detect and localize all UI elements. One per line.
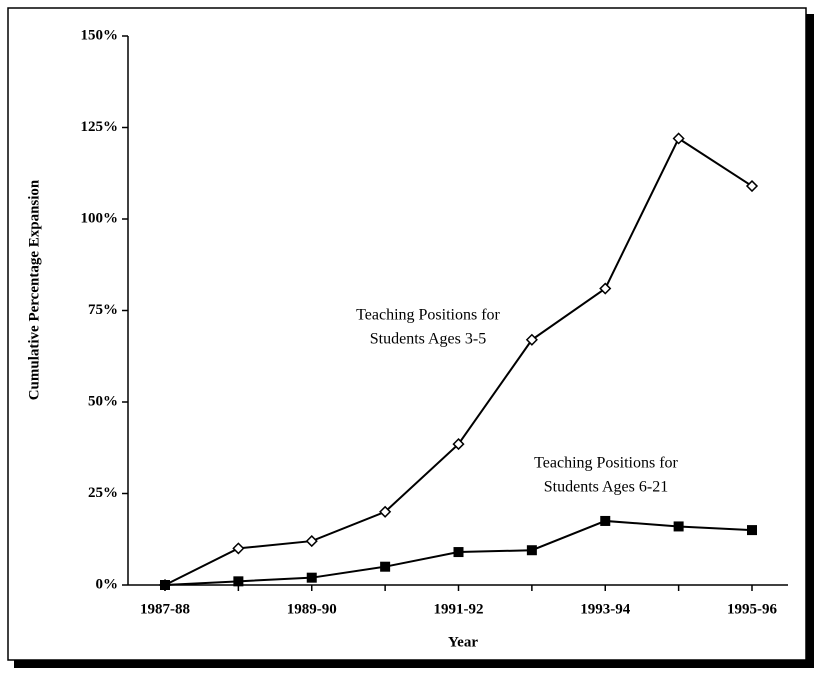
- marker: [673, 521, 684, 532]
- x-tick-label: 1991-92: [434, 601, 484, 617]
- marker: [599, 282, 612, 295]
- y-tick-label: 100%: [81, 210, 119, 226]
- y-tick-label: 0%: [96, 576, 119, 592]
- marker: [452, 438, 465, 451]
- y-tick-label: 150%: [81, 27, 119, 43]
- series-annotation: Teaching Positions for: [534, 455, 678, 472]
- marker: [380, 561, 391, 572]
- x-tick-label: 1993-94: [580, 601, 630, 617]
- x-tick-label: 1995-96: [727, 601, 777, 617]
- marker: [600, 515, 611, 526]
- x-tick-label: 1989-90: [287, 601, 337, 617]
- marker: [232, 542, 245, 555]
- series-annotation: Students Ages 6-21: [544, 479, 668, 496]
- marker: [379, 505, 392, 518]
- x-axis-label: Year: [448, 634, 478, 650]
- x-tick-label: 1987-88: [140, 601, 190, 617]
- series-annotation: Teaching Positions for: [356, 307, 500, 324]
- marker: [672, 132, 685, 145]
- marker: [745, 179, 759, 193]
- marker: [233, 576, 244, 587]
- marker: [305, 535, 318, 548]
- marker: [526, 545, 537, 556]
- y-tick-label: 25%: [88, 485, 118, 501]
- y-tick-label: 125%: [81, 119, 119, 135]
- marker: [160, 580, 170, 590]
- y-tick-label: 75%: [88, 302, 118, 318]
- series-annotation: Students Ages 3-5: [370, 331, 486, 348]
- marker: [747, 525, 757, 536]
- marker: [525, 333, 538, 346]
- marker: [453, 547, 464, 558]
- y-tick-label: 50%: [88, 393, 118, 409]
- frame: [7, 7, 807, 661]
- marker: [306, 572, 317, 583]
- y-axis-label: Cumulative Percentage Expansion: [26, 179, 42, 400]
